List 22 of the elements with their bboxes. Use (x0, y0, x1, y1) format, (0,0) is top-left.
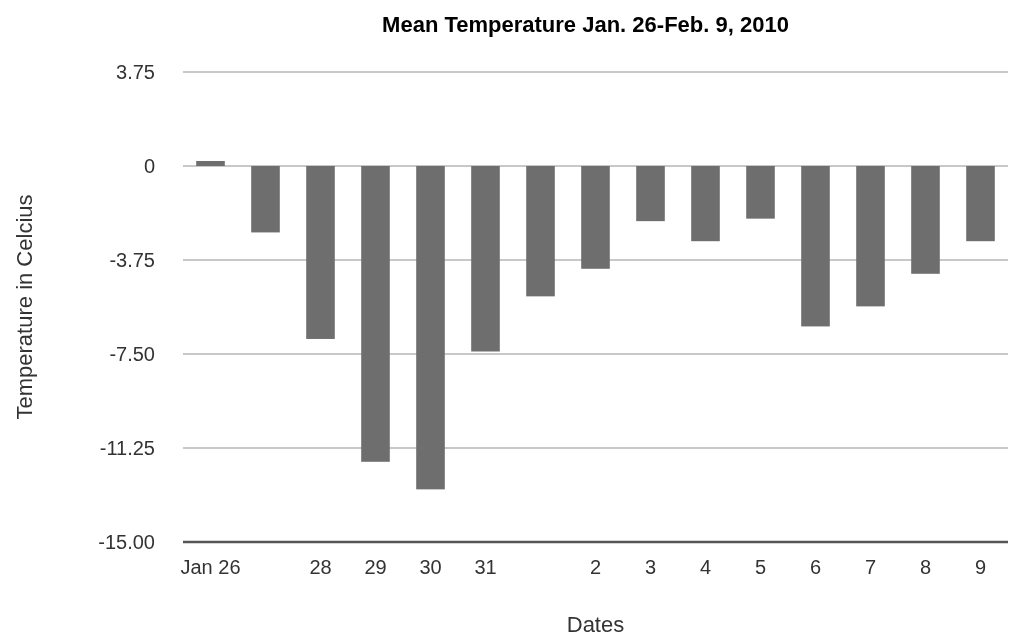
x-tick-label: 28 (309, 556, 332, 578)
y-tick-label: 0 (143, 155, 155, 177)
x-tick-label: 29 (364, 556, 387, 578)
x-tick-label: 31 (474, 556, 497, 578)
x-tick-label: 9 (974, 556, 987, 578)
x-tick-label: 4 (699, 556, 712, 578)
y-tick-label: 3.75 (116, 61, 155, 83)
x-axis-title: Dates (566, 612, 625, 637)
x-tick-label: 3 (644, 556, 657, 578)
y-tick-label: -11.25 (99, 437, 155, 459)
x-tick-label: Jan 26 (180, 556, 241, 578)
chart-title: Mean Temperature Jan. 26-Feb. 9, 2010 (382, 12, 789, 37)
x-tick-label: 6 (809, 556, 822, 578)
x-tick-label: 8 (919, 556, 932, 578)
y-tick-label: -15.00 (98, 531, 155, 553)
y-tick-label: -7.50 (109, 343, 155, 365)
x-tick-label: 30 (419, 556, 442, 578)
x-tick-label: 2 (589, 556, 602, 578)
y-axis-title: Temperature in Celcius (12, 194, 37, 420)
x-tick-label: 7 (864, 556, 877, 578)
x-tick-label: 5 (754, 556, 767, 578)
y-tick-label: -3.75 (109, 249, 155, 271)
